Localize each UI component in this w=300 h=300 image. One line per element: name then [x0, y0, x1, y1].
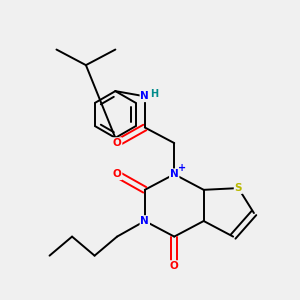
- Text: N: N: [140, 91, 149, 101]
- Text: O: O: [170, 261, 178, 271]
- Text: N: N: [170, 169, 178, 179]
- Text: S: S: [235, 183, 242, 193]
- Text: +: +: [178, 164, 186, 173]
- Text: O: O: [113, 138, 122, 148]
- Text: N: N: [140, 216, 149, 226]
- Text: H: H: [150, 88, 159, 98]
- Text: O: O: [113, 169, 122, 179]
